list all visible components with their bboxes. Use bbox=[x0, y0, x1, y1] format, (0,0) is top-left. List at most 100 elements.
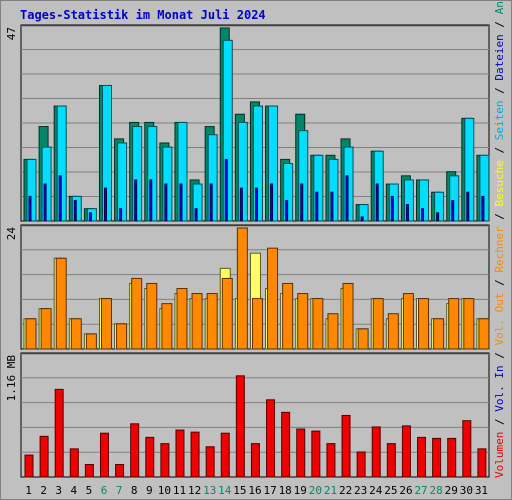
bar-volumen-day-19 bbox=[296, 428, 306, 478]
x-tick-label-day-30: 30 bbox=[460, 484, 473, 497]
legend-separator: / bbox=[493, 140, 506, 160]
bar-seiten-day-20 bbox=[315, 191, 319, 222]
bar-rechner-day-31 bbox=[478, 318, 490, 350]
bar-volumen-day-16 bbox=[250, 443, 260, 478]
legend-separator: / bbox=[493, 14, 506, 34]
bar-volumen-day-4 bbox=[69, 448, 79, 478]
bar-seiten-day-1 bbox=[28, 195, 32, 222]
legend-item-vol-in: Vol. In bbox=[493, 365, 506, 411]
legend-separator: / bbox=[493, 412, 506, 432]
bar-rechner-day-13 bbox=[206, 293, 218, 350]
bar-volumen-day-22 bbox=[341, 414, 351, 478]
x-tick-label-day-29: 29 bbox=[445, 484, 458, 497]
bar-seiten-day-11 bbox=[179, 183, 183, 222]
x-tick-label-day-15: 15 bbox=[233, 484, 246, 497]
right-axis-legend: Volumen / Vol. In / Vol. Out / Rechner /… bbox=[493, 0, 506, 478]
x-tick-label-day-8: 8 bbox=[131, 484, 138, 497]
x-tick-label-day-23: 23 bbox=[354, 484, 367, 497]
legend-separator: / bbox=[493, 81, 506, 101]
bar-seiten-day-5 bbox=[88, 212, 92, 222]
x-tick-label-day-26: 26 bbox=[399, 484, 412, 497]
bar-rechner-day-21 bbox=[327, 313, 339, 350]
bar-volumen-day-30 bbox=[462, 420, 472, 478]
bar-volumen-day-8 bbox=[130, 423, 140, 478]
bar-volumen-day-2 bbox=[39, 435, 49, 478]
bar-volumen-day-21 bbox=[326, 443, 336, 478]
bar-volumen-day-17 bbox=[266, 399, 276, 478]
bar-volumen-day-25 bbox=[386, 443, 396, 478]
bar-seiten-day-29 bbox=[451, 199, 455, 222]
bar-rechner-day-24 bbox=[372, 298, 384, 350]
bar-rechner-day-8 bbox=[131, 277, 143, 350]
bar-seiten-day-30 bbox=[466, 191, 470, 222]
bar-seiten-day-23 bbox=[360, 216, 364, 222]
bar-rechner-day-1 bbox=[25, 318, 37, 350]
y-max-label-hits: 47 bbox=[5, 27, 18, 40]
x-tick-label-day-7: 7 bbox=[116, 484, 123, 497]
bar-volumen-day-29 bbox=[447, 437, 457, 478]
bar-rechner-day-7 bbox=[116, 323, 128, 350]
bar-rechner-day-4 bbox=[70, 318, 82, 350]
bar-rechner-day-22 bbox=[342, 282, 354, 350]
x-tick-label-day-1: 1 bbox=[25, 484, 32, 497]
legend-item-anfragen: Anfragen bbox=[493, 0, 506, 14]
x-tick-label-day-11: 11 bbox=[173, 484, 186, 497]
bar-volumen-day-20 bbox=[311, 430, 321, 478]
legend-item-volumen: Volumen bbox=[493, 432, 506, 478]
x-tick-label-day-2: 2 bbox=[40, 484, 47, 497]
bar-seiten-day-14 bbox=[224, 158, 228, 222]
legend-item-besuche: Besuche bbox=[493, 160, 506, 206]
bar-rechner-day-11 bbox=[176, 288, 188, 350]
bar-seiten-day-3 bbox=[58, 175, 62, 222]
bar-seiten-day-21 bbox=[330, 191, 334, 222]
bar-rechner-day-3 bbox=[55, 257, 67, 350]
x-tick-label-day-27: 27 bbox=[414, 484, 427, 497]
bar-volumen-day-31 bbox=[477, 448, 487, 478]
bar-volumen-day-6 bbox=[99, 432, 109, 478]
chart-title: Tages-Statistik im Monat Juli 2024 bbox=[20, 8, 266, 22]
legend-separator: / bbox=[493, 346, 506, 366]
bar-rechner-day-23 bbox=[357, 328, 369, 350]
bar-rechner-day-27 bbox=[418, 298, 430, 350]
bar-volumen-day-28 bbox=[432, 437, 442, 478]
bar-seiten-day-19 bbox=[300, 183, 304, 222]
legend-separator: / bbox=[493, 206, 506, 226]
bar-volumen-day-15 bbox=[235, 375, 245, 478]
bar-seiten-day-22 bbox=[345, 175, 349, 222]
bar-seiten-day-25 bbox=[390, 195, 394, 222]
bar-volumen-day-9 bbox=[145, 436, 155, 478]
y-max-label-visits: 24 bbox=[5, 227, 18, 241]
bar-rechner-day-20 bbox=[312, 298, 324, 350]
x-tick-label-day-10: 10 bbox=[158, 484, 171, 497]
bar-rechner-day-26 bbox=[402, 293, 414, 350]
bar-volumen-day-11 bbox=[175, 429, 185, 478]
bar-rechner-day-12 bbox=[191, 293, 203, 350]
bar-seiten-day-13 bbox=[209, 183, 213, 222]
bar-seiten-day-7 bbox=[119, 208, 123, 222]
bar-volumen-day-14 bbox=[220, 432, 230, 478]
bar-volumen-day-7 bbox=[115, 463, 125, 478]
bar-rechner-day-30 bbox=[463, 298, 475, 350]
x-tick-label-day-13: 13 bbox=[203, 484, 216, 497]
x-tick-label-day-21: 21 bbox=[324, 484, 337, 497]
bar-volumen-day-12 bbox=[190, 431, 200, 478]
x-tick-label-day-12: 12 bbox=[188, 484, 201, 497]
bar-rechner-day-9 bbox=[146, 282, 158, 350]
bar-rechner-day-10 bbox=[161, 303, 173, 350]
bar-rechner-day-28 bbox=[433, 318, 445, 350]
bar-seiten-day-24 bbox=[375, 183, 379, 222]
bar-rechner-day-16 bbox=[251, 298, 263, 350]
x-tick-label-day-3: 3 bbox=[55, 484, 62, 497]
legend-item-seiten: Seiten bbox=[493, 100, 506, 140]
bar-rechner-day-19 bbox=[297, 293, 309, 350]
bar-volumen-day-13 bbox=[205, 446, 215, 478]
x-tick-label-day-17: 17 bbox=[263, 484, 276, 497]
bar-rechner-day-6 bbox=[100, 298, 112, 350]
y-max-label-volume: 1.16 MB bbox=[5, 355, 18, 402]
x-tick-label-day-31: 31 bbox=[475, 484, 488, 497]
bar-seiten-day-8 bbox=[134, 179, 138, 222]
bar-volumen-day-10 bbox=[160, 443, 170, 478]
bar-seiten-day-15 bbox=[239, 187, 243, 222]
bar-rechner-day-5 bbox=[85, 333, 97, 350]
